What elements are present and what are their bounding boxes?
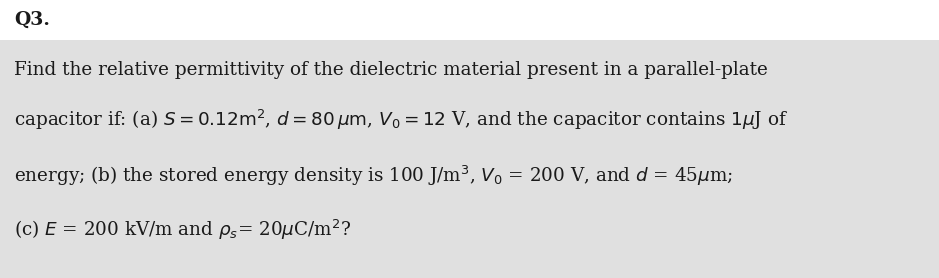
Text: (c) $E$ = 200 kV/m and $\rho_s$= 20$\mu$C/m$^2$?: (c) $E$ = 200 kV/m and $\rho_s$= 20$\mu$…	[14, 218, 351, 242]
Text: energy; (b) the stored energy density is 100 J/m$^3$, $V_0$ = 200 V, and $d$ = 4: energy; (b) the stored energy density is…	[14, 164, 733, 188]
Text: Find the relative permittivity of the dielectric material present in a parallel-: Find the relative permittivity of the di…	[14, 61, 768, 79]
Text: capacitor if: (a) $S = 0.12\mathrm{m}^2$, $d = 80\,\mu\mathrm{m}$, $V_0 = 12$ V,: capacitor if: (a) $S = 0.12\mathrm{m}^2$…	[14, 108, 788, 132]
Bar	[0, 0, 939, 40]
Text: Q3.: Q3.	[14, 11, 50, 29]
Bar	[0, 40, 939, 278]
